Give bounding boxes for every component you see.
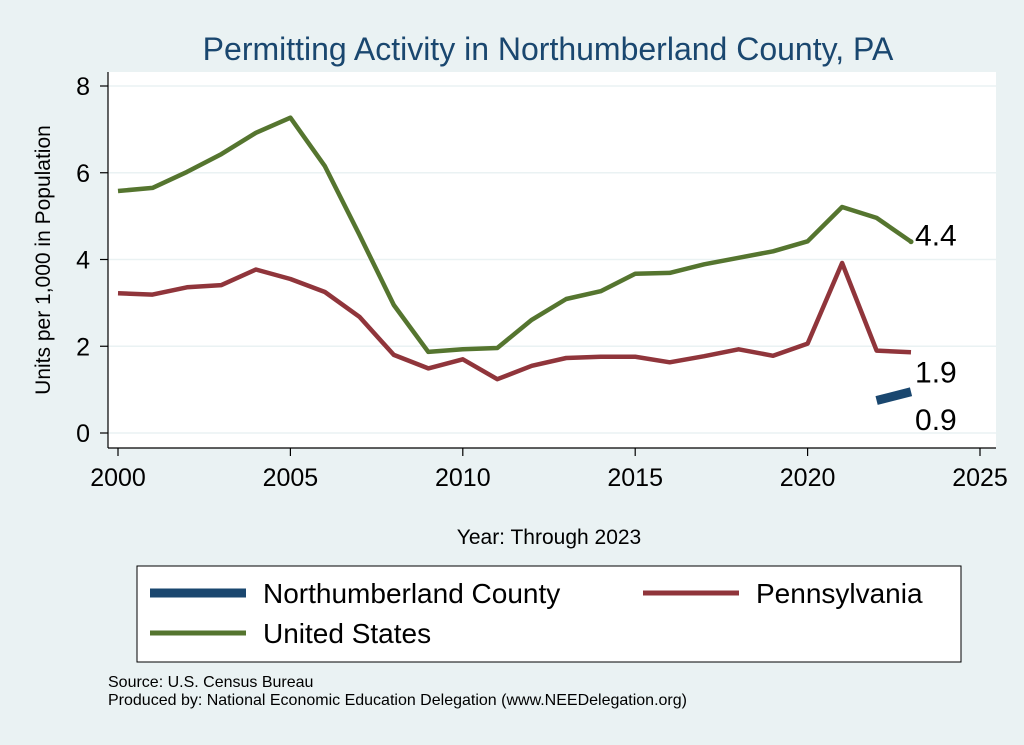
chart-title: Permitting Activity in Northumberland Co… [203, 31, 894, 67]
y-tick-label: 8 [76, 73, 90, 101]
y-axis-ticks: 0 2 4 6 8 [76, 73, 108, 448]
grid-lines [108, 85, 996, 434]
end-labels: 4.4 1.9 0.9 [915, 220, 957, 437]
source-text: Source: U.S. Census Bureau [108, 674, 314, 691]
y-tick-label: 0 [76, 420, 90, 448]
y-axis-label: Units per 1,000 in Population [32, 125, 55, 395]
series-line-northumberland-county [875, 387, 913, 405]
y-tick-label: 2 [76, 333, 90, 361]
end-label-united-states: 4.4 [915, 220, 957, 253]
x-tick-label: 2025 [952, 464, 1008, 492]
end-label-pennsylvania: 1.9 [915, 356, 957, 389]
x-tick-label: 2015 [607, 464, 663, 492]
y-tick-label: 6 [76, 160, 90, 188]
series-line-pennsylvania [117, 260, 912, 382]
source-notes: Source: U.S. Census Bureau Produced by: … [108, 674, 687, 710]
series-lines [117, 115, 914, 405]
x-axis-label: Year: Through 2023 [457, 526, 642, 549]
x-tick-label: 2020 [780, 464, 836, 492]
produced-by-text: Produced by: National Economic Education… [108, 692, 687, 709]
y-tick-label: 4 [76, 247, 90, 275]
series-line-united-states [117, 115, 913, 355]
legend-label-united-states: United States [263, 618, 431, 649]
x-tick-label: 2000 [90, 464, 146, 492]
legend-label-northumberland-county: Northumberland County [263, 578, 560, 609]
legend-box [136, 565, 962, 663]
legend-label-pennsylvania: Pennsylvania [756, 578, 923, 609]
legend: Northumberland County Pennsylvania United … [150, 578, 923, 649]
end-point-united-states [908, 239, 914, 245]
end-label-northumberland-county: 0.9 [915, 404, 957, 437]
x-tick-label: 2005 [263, 464, 319, 492]
x-tick-label: 2010 [435, 464, 491, 492]
x-axis-ticks: 2000 2005 2010 2015 2020 2025 [90, 448, 1008, 492]
